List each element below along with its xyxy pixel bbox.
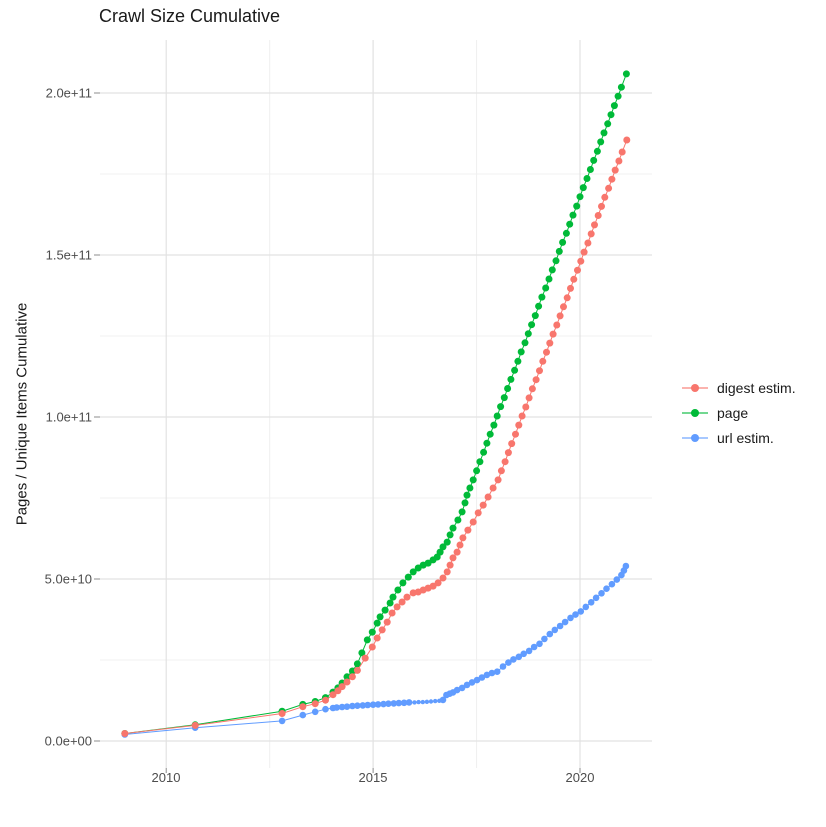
y-tick-label-4: 2.0e+11 [45,85,92,101]
series-url-estim [121,562,630,738]
x-tick-label-2015: 2015 [358,770,388,785]
legend-item-label: url estim. [717,430,774,446]
legend-key-page-icon [682,409,708,417]
legend: digest estim. page url estim. [680,380,796,446]
x-tick-label-2020: 2020 [565,770,595,785]
legend-key-digest-estim-icon [682,384,708,392]
series-digest-estim [121,136,631,737]
legend-item-url-estim: url estim. [680,430,796,446]
y-tick-label-0: 0.0e+00 [44,733,92,749]
chart-title: Crawl Size Cumulative [99,6,281,26]
y-tick-label-2: 1.0e+11 [45,409,92,425]
legend-item-label: page [717,405,749,421]
y-tick-label-3: 1.5e+11 [45,247,92,263]
legend-key-url-estim-icon [682,434,708,442]
legend-item-label: digest estim. [717,380,796,396]
y-axis-title: Pages / Unique Items Cumulative [13,302,31,526]
legend-item-digest-estim: digest estim. [680,380,796,396]
series-page [121,70,630,737]
legend-item-page: page [680,405,796,421]
x-tick-label-2010: 2010 [151,770,181,785]
y-tick-label-1: 5.0e+10 [44,571,92,587]
